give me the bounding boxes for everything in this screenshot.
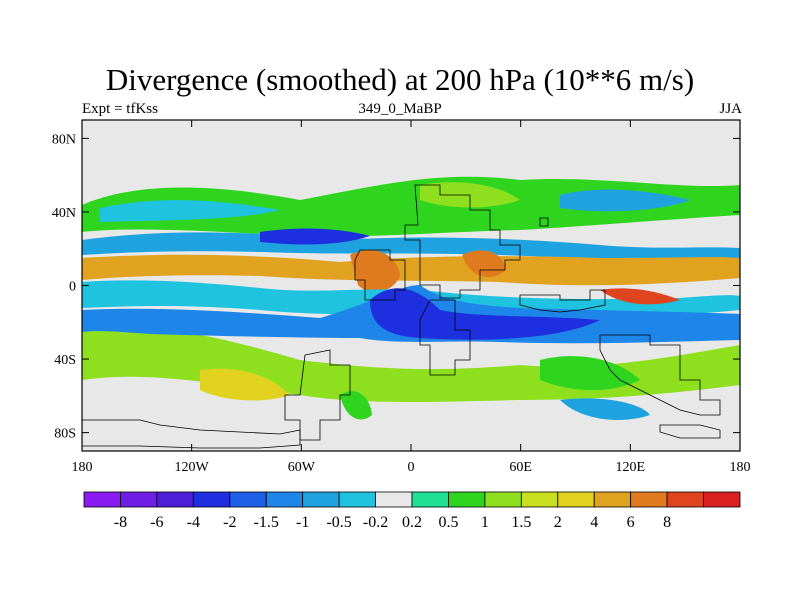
lon-tick-label: 60E <box>509 460 532 475</box>
lat-tick-label: 80N <box>52 132 76 147</box>
lat-tick-label: 40S <box>54 353 76 368</box>
colorbar-label: -0.5 <box>326 514 351 531</box>
colorbar-swatch <box>630 491 668 508</box>
colorbar-label: -2 <box>223 514 236 531</box>
longitude-axis: 180 120W 60W 0 60E 120E 180 <box>72 120 751 475</box>
colorbar-swatch <box>375 491 413 508</box>
experiment-label: Expt = tfKss <box>82 101 158 117</box>
colorbar-swatch <box>666 491 704 508</box>
colorbar: -8 -6 -4 -2 -1.5 -1 -0.5 -0.2 0.2 0.5 1 1.5 2 4 6 8 <box>83 491 741 531</box>
colorbar-label: 0.5 <box>438 514 458 531</box>
colorbar-label: -6 <box>150 514 163 531</box>
colorbar-label: 6 <box>627 514 635 531</box>
lat-tick-label: 0 <box>69 280 76 295</box>
colorbar-swatch <box>448 491 486 508</box>
lon-tick-label: 120W <box>175 460 210 475</box>
colorbar-label: 2 <box>554 514 562 531</box>
lon-tick-label: 180 <box>72 460 93 475</box>
colorbar-swatch <box>265 491 304 508</box>
colorbar-swatch <box>593 491 632 508</box>
colorbar-label: 4 <box>590 514 598 531</box>
colorbar-swatch <box>520 491 559 508</box>
colorbar-label: 1.5 <box>511 514 531 531</box>
colorbar-swatch <box>120 491 158 508</box>
latitude-axis: 80N 40N 0 40S 80S <box>52 132 740 442</box>
colorbar-label: -4 <box>187 514 200 531</box>
run-id-label: 349_0_MaBP <box>358 101 442 117</box>
colorbar-label: -8 <box>114 514 127 531</box>
divergence-field <box>82 120 740 451</box>
plot-title: Divergence (smoothed) at 200 hPa (10**6 … <box>105 62 695 97</box>
colorbar-swatch <box>83 491 121 508</box>
season-label: JJA <box>719 101 742 117</box>
colorbar-label: 1 <box>481 514 489 531</box>
lon-tick-label: 180 <box>730 460 751 475</box>
colorbar-label: -1.5 <box>254 514 279 531</box>
colorbar-label: 8 <box>663 514 671 531</box>
colorbar-swatch <box>484 491 522 508</box>
lat-tick-label: 40N <box>52 206 76 221</box>
colorbar-swatch <box>703 491 741 508</box>
lon-tick-label: 120E <box>616 460 646 475</box>
colorbar-label: -0.2 <box>363 514 388 531</box>
colorbar-label: -1 <box>296 514 309 531</box>
colorbar-swatch <box>156 491 194 508</box>
lon-tick-label: 0 <box>408 460 415 475</box>
colorbar-swatch <box>411 491 449 508</box>
coastlines <box>82 184 721 449</box>
colorbar-swatch <box>302 491 340 508</box>
colorbar-swatch <box>557 491 595 508</box>
colorbar-swatch <box>229 491 267 508</box>
lat-tick-label: 80S <box>54 427 76 442</box>
colorbar-label: 0.2 <box>402 514 422 531</box>
lon-tick-label: 60W <box>288 460 316 475</box>
colorbar-swatch <box>338 491 376 508</box>
colorbar-swatch <box>192 491 231 508</box>
